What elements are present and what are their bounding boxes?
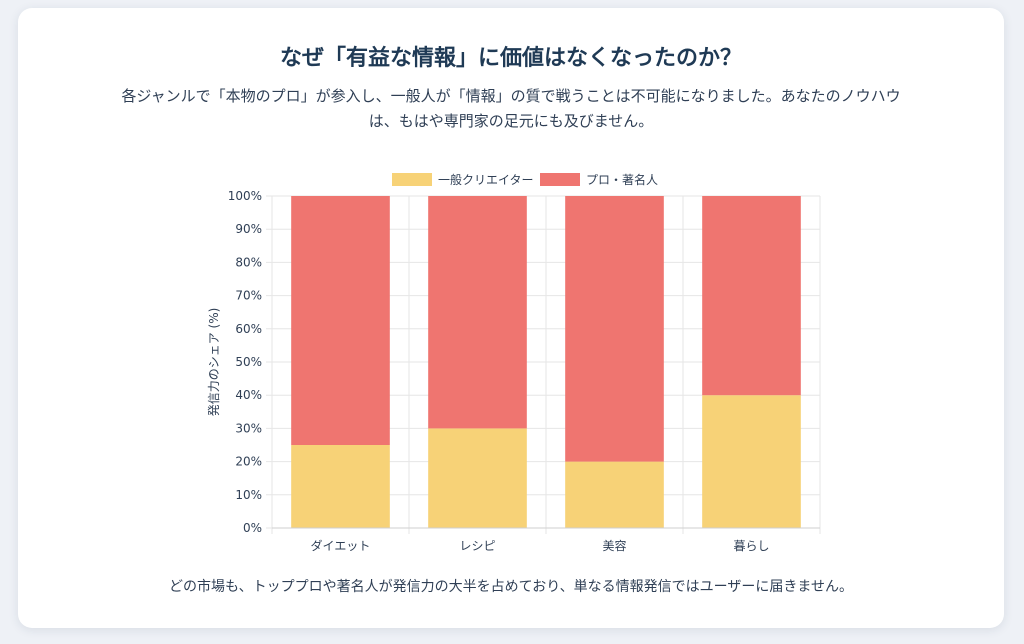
y-tick-label: 0%	[243, 521, 262, 535]
y-tick-label: 50%	[235, 355, 262, 369]
y-tick-label: 20%	[235, 455, 262, 469]
y-tick-label: 10%	[235, 488, 262, 502]
bar-pro	[702, 196, 801, 396]
x-tick-label: レシピ	[459, 539, 495, 553]
bar-general	[428, 428, 527, 528]
legend-label: プロ・著名人	[586, 172, 658, 187]
legend-swatch	[392, 173, 432, 186]
chart-card: なぜ「有益な情報」に価値はなくなったのか？ 各ジャンルで「本物のプロ」が参入し、…	[18, 8, 1004, 628]
x-tick-label: ダイエット	[311, 538, 371, 553]
y-tick-label: 30%	[235, 421, 262, 435]
stacked-bar-chart: 0% 10% 20% 30% 40% 50% 60% 70% 80% 90% 100% 発信力のシェア…	[207, 172, 821, 553]
bar-pro	[291, 196, 390, 445]
page-title: なぜ「有益な情報」に価値はなくなったのか？	[279, 46, 742, 71]
y-tick-label: 40%	[235, 388, 262, 402]
bar-general	[565, 461, 664, 528]
x-tick-label: 美容	[602, 538, 626, 553]
bar-pro	[565, 196, 664, 462]
legend-label: 一般クリエイター	[438, 172, 534, 187]
y-tick-label: 90%	[235, 222, 262, 236]
bar-pro	[428, 196, 527, 429]
bar-general	[291, 445, 390, 528]
chart-footnote: どの市場も、トッププロや著名人が発信力の大半を占めており、単なる情報発信ではユー…	[169, 579, 853, 595]
y-tick-label: 60%	[235, 322, 262, 336]
legend-swatch	[540, 173, 580, 186]
x-tick-label: 暮らし	[733, 539, 769, 553]
y-tick-label: 100%	[228, 189, 262, 203]
y-tick-label: 80%	[235, 255, 262, 269]
bar-general	[702, 395, 801, 528]
y-tick-label: 70%	[235, 289, 262, 303]
y-axis-title: 発信力のシェア (%)	[207, 308, 221, 417]
page-subtitle: 各ジャンルで「本物のプロ」が参入し、一般人が「情報」の質で戦うことは不可能になり…	[121, 87, 901, 130]
